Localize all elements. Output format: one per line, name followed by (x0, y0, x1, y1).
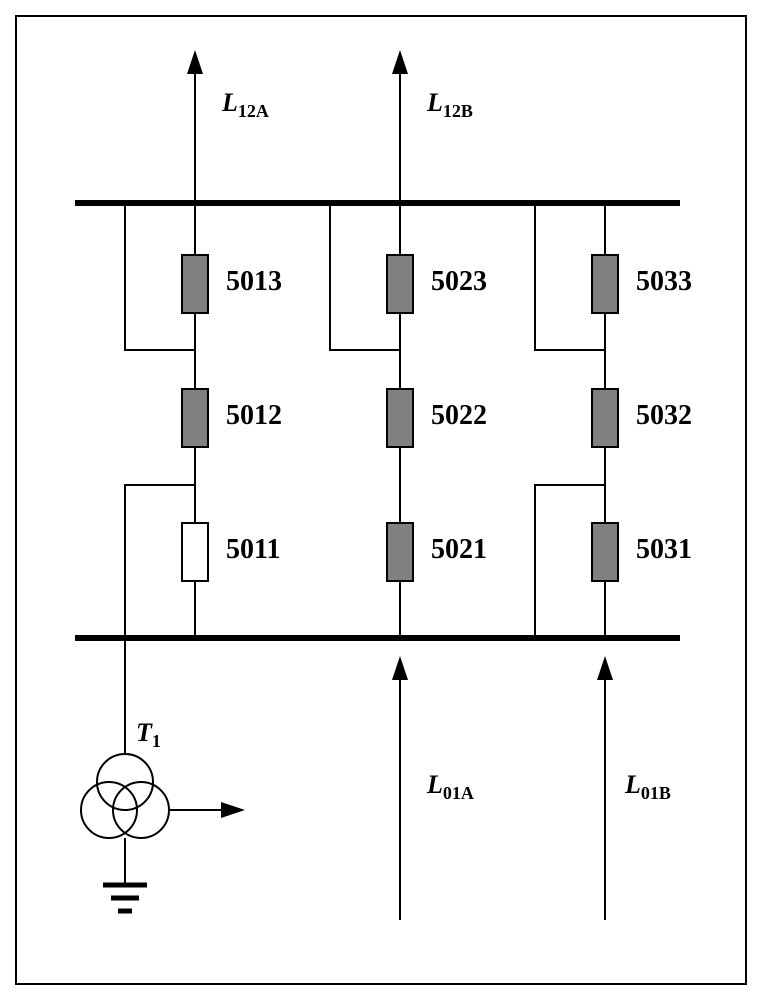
transformer-icon (0, 0, 762, 1000)
diagram-canvas: 5013 5012 5011 5023 5022 5021 5033 5032 … (0, 0, 762, 1000)
